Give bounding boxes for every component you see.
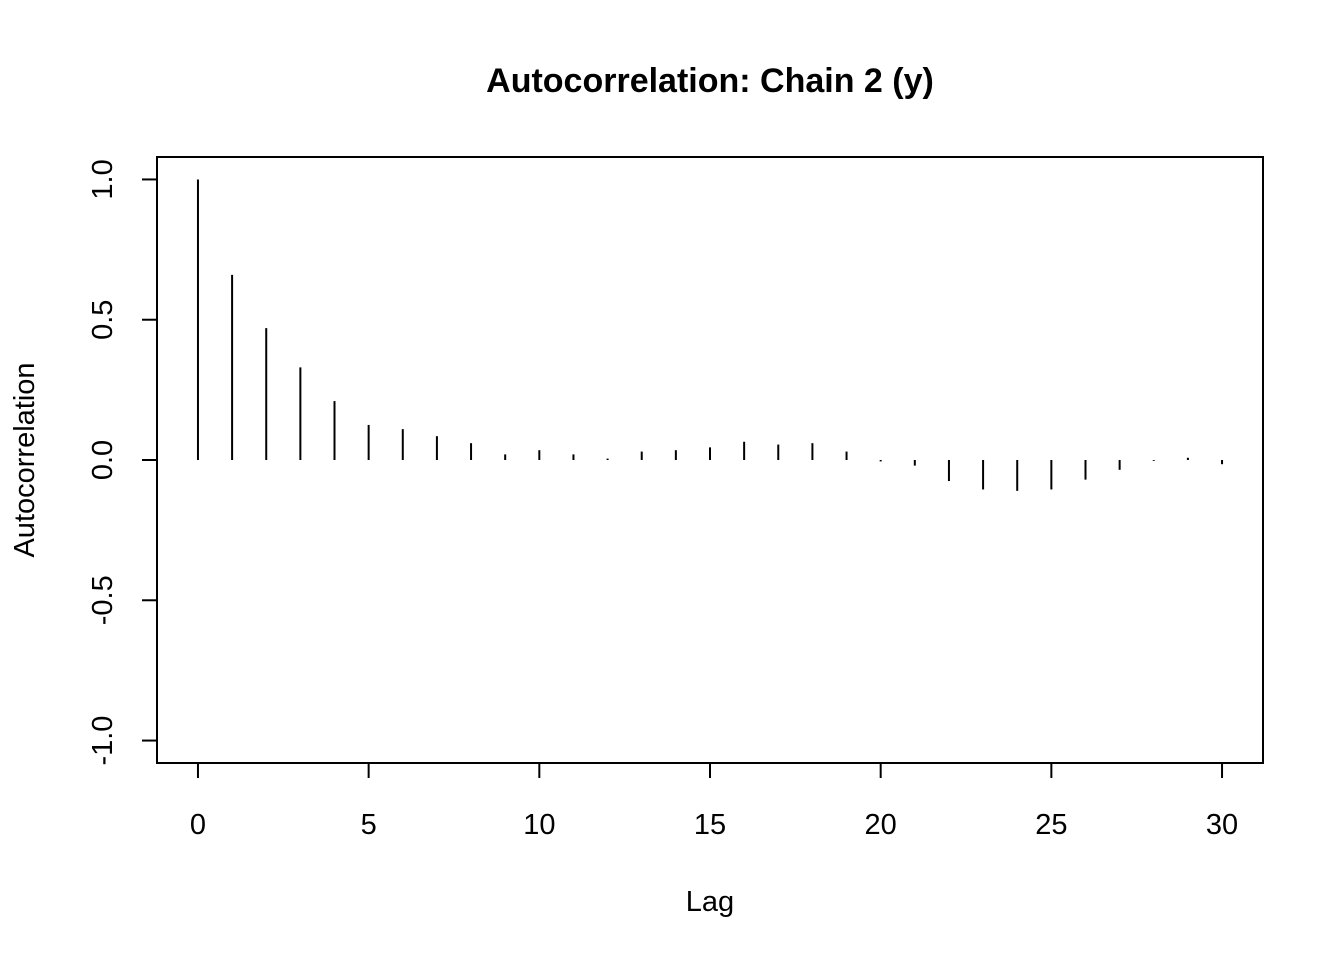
y-tick-label: 0.5 bbox=[87, 300, 119, 340]
y-tick-label: -1.0 bbox=[87, 716, 119, 766]
x-tick-label: 0 bbox=[190, 809, 206, 841]
x-axis-label: Lag bbox=[686, 886, 734, 918]
x-tick-label: 30 bbox=[1206, 809, 1238, 841]
y-axis: -1.0 -0.5 0.0 0.5 1.0 bbox=[87, 159, 158, 766]
x-tick-label: 25 bbox=[1035, 809, 1067, 841]
x-tick-label: 5 bbox=[361, 809, 377, 841]
y-tick-label: 1.0 bbox=[87, 159, 119, 199]
y-axis-label: Autocorrelation bbox=[9, 362, 41, 557]
x-tick-label: 15 bbox=[694, 809, 726, 841]
y-tick-label: -0.5 bbox=[87, 575, 119, 625]
x-tick-label: 20 bbox=[865, 809, 897, 841]
x-tick-label: 10 bbox=[523, 809, 555, 841]
y-tick-label: 0.0 bbox=[87, 440, 119, 480]
x-axis: 0 5 10 15 20 25 30 bbox=[190, 762, 1238, 841]
chart-title: Autocorrelation: Chain 2 (y) bbox=[486, 62, 934, 100]
acf-series bbox=[196, 179, 1224, 491]
